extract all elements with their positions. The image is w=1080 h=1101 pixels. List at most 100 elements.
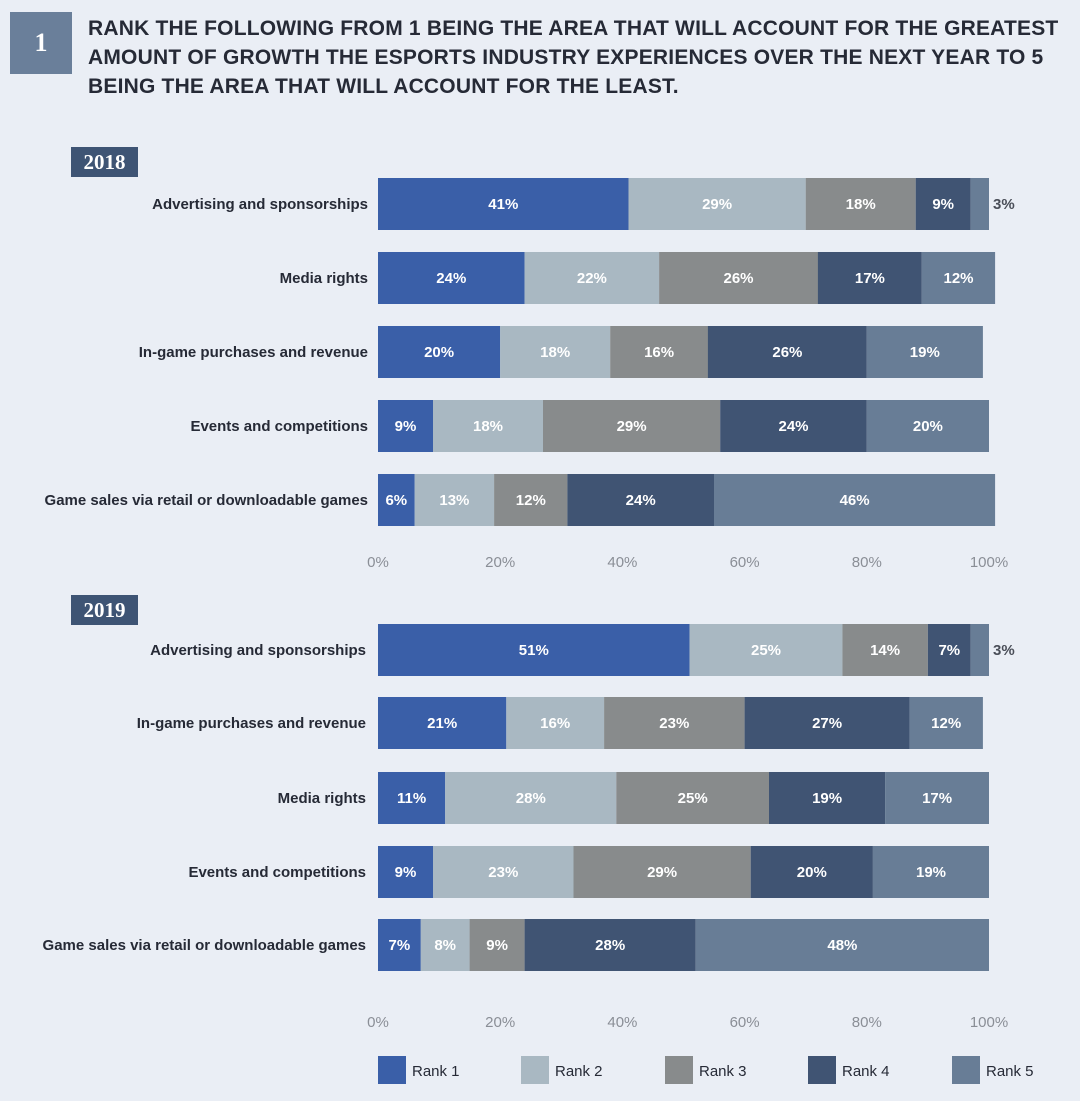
data-label: 14%	[870, 642, 900, 659]
bar-segment-rank-1	[378, 624, 690, 676]
data-label: 9%	[932, 196, 954, 213]
legend-swatch-rank-5	[952, 1056, 980, 1084]
bar-segment-rank-5	[921, 252, 996, 304]
category-label: Advertising and sponsorships	[152, 196, 368, 213]
data-label: 18%	[846, 196, 876, 213]
data-label: 28%	[595, 937, 625, 954]
data-label: 29%	[617, 418, 647, 435]
data-label: 24%	[778, 418, 808, 435]
data-label: 13%	[439, 492, 469, 509]
data-label: 24%	[436, 270, 466, 287]
data-label: 3%	[993, 642, 1015, 659]
data-label: 17%	[855, 270, 885, 287]
bar-segment-rank-5	[970, 178, 989, 230]
bar-segment-rank-1	[378, 326, 501, 378]
bar-segment-rank-4	[720, 400, 867, 452]
bar-segment-rank-4	[744, 697, 910, 749]
bar-segment-rank-2	[414, 474, 495, 526]
bar-segment-rank-4	[750, 846, 873, 898]
bar-segment-rank-3	[616, 772, 770, 824]
bar-segment-rank-3	[494, 474, 568, 526]
bar-segment-rank-1	[378, 252, 525, 304]
data-label: 3%	[993, 196, 1015, 213]
data-label: 29%	[647, 864, 677, 881]
category-label: Media rights	[278, 790, 366, 807]
bar-segment-rank-3	[610, 326, 708, 378]
bar-segment-rank-3	[842, 624, 928, 676]
data-label: 23%	[659, 715, 689, 732]
bar-segment-rank-2	[500, 326, 611, 378]
bar-segment-rank-2	[689, 624, 843, 676]
bar-segment-rank-3	[573, 846, 751, 898]
data-label: 26%	[723, 270, 753, 287]
data-label: 12%	[516, 492, 546, 509]
x-tick-label: 100%	[970, 1014, 1008, 1031]
bar-segment-rank-1	[378, 846, 433, 898]
data-label: 25%	[678, 790, 708, 807]
bar-segment-rank-1	[378, 772, 446, 824]
bar-segment-rank-5	[866, 400, 989, 452]
legend-label: Rank 2	[555, 1063, 603, 1080]
data-label: 51%	[519, 642, 549, 659]
bar-segment-rank-5	[885, 772, 989, 824]
data-label: 19%	[916, 864, 946, 881]
bar-segment-rank-2	[433, 400, 543, 452]
bar-segment-rank-5	[714, 474, 996, 526]
data-label: 12%	[943, 270, 973, 287]
x-tick-label: 0%	[367, 1014, 389, 1031]
legend-label: Rank 5	[986, 1063, 1034, 1080]
bar-segment-rank-5	[866, 326, 983, 378]
x-tick-label: 20%	[485, 554, 515, 571]
bar-segment-rank-1	[378, 178, 629, 230]
data-label: 8%	[434, 937, 456, 954]
bar-segment-rank-2	[445, 772, 617, 824]
legend-label: Rank 4	[842, 1063, 890, 1080]
bar-segment-rank-5	[970, 624, 989, 676]
x-tick-label: 60%	[730, 1014, 760, 1031]
legend-label: Rank 3	[699, 1063, 747, 1080]
category-label: In-game purchases and revenue	[139, 344, 368, 361]
category-label: Game sales via retail or downloadable ga…	[43, 937, 366, 954]
bar-segment-rank-4	[927, 624, 971, 676]
data-label: 18%	[540, 344, 570, 361]
category-label: In-game purchases and revenue	[137, 715, 366, 732]
x-tick-label: 80%	[852, 1014, 882, 1031]
x-tick-label: 100%	[970, 554, 1008, 571]
legend-swatch-rank-3	[665, 1056, 693, 1084]
x-tick-label: 80%	[852, 554, 882, 571]
x-tick-label: 40%	[607, 1014, 637, 1031]
question-text: RANK THE FOLLOWING FROM 1 BEING THE AREA…	[88, 17, 1059, 98]
category-label: Events and competitions	[190, 418, 368, 435]
data-label: 17%	[922, 790, 952, 807]
bar-segment-rank-5	[695, 919, 989, 971]
data-label: 7%	[389, 937, 411, 954]
data-label: 48%	[827, 937, 857, 954]
bar-segment-rank-4	[769, 772, 886, 824]
data-label: 9%	[395, 418, 417, 435]
question-number-badge: 1	[10, 12, 72, 74]
data-label: 21%	[427, 715, 457, 732]
category-label: Game sales via retail or downloadable ga…	[45, 492, 368, 509]
bar-segment-rank-3	[659, 252, 818, 304]
x-tick-label: 60%	[730, 554, 760, 571]
data-label: 20%	[424, 344, 454, 361]
bar-segment-rank-3	[604, 697, 745, 749]
x-tick-label: 40%	[607, 554, 637, 571]
data-label: 27%	[812, 715, 842, 732]
data-label: 9%	[486, 937, 508, 954]
bar-segment-rank-2	[506, 697, 605, 749]
bar-segment-rank-2	[524, 252, 659, 304]
category-label: Events and competitions	[188, 864, 366, 881]
bar-segment-rank-4	[817, 252, 922, 304]
bar-segment-rank-1	[378, 697, 507, 749]
legend-swatch-rank-1	[378, 1056, 406, 1084]
legend-label: Rank 1	[412, 1063, 460, 1080]
data-label: 29%	[702, 196, 732, 213]
data-label: 18%	[473, 418, 503, 435]
data-label: 22%	[577, 270, 607, 287]
year-badge-2019: 2019	[71, 595, 138, 625]
data-label: 19%	[910, 344, 940, 361]
legend-swatch-rank-4	[808, 1056, 836, 1084]
data-label: 41%	[488, 196, 518, 213]
